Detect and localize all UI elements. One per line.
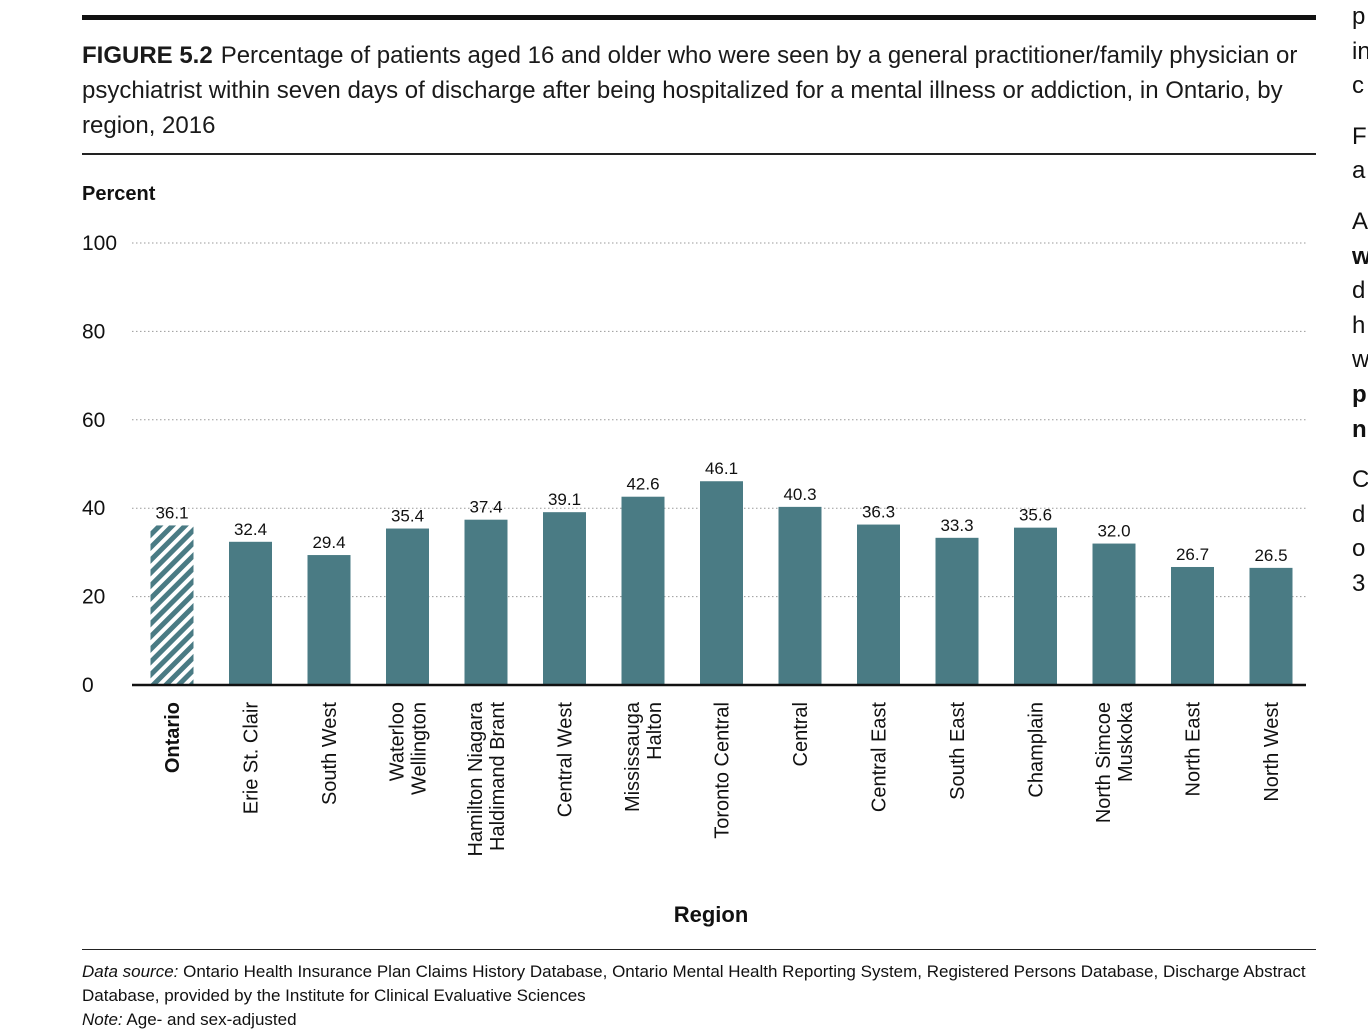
- category-label: Toronto Central: [712, 702, 734, 839]
- value-label: 39.1: [548, 490, 581, 509]
- value-label: 32.0: [1097, 522, 1130, 541]
- side-text-line: n: [1352, 415, 1367, 443]
- data-source: Data source: Ontario Health Insurance Pl…: [82, 960, 1312, 1008]
- side-text-line: A: [1352, 207, 1368, 235]
- value-label: 29.4: [312, 533, 345, 552]
- value-label: 32.4: [234, 520, 267, 539]
- figure-title-text: Percentage of patients aged 16 and older…: [82, 42, 1298, 139]
- side-text-line: [1352, 447, 1368, 463]
- value-label: 37.4: [469, 498, 502, 517]
- figure-label: FIGURE 5.2: [82, 42, 213, 69]
- top-rule: [82, 15, 1316, 20]
- side-text-line: in: [1352, 37, 1368, 65]
- x-axis-title: Region: [674, 902, 749, 927]
- y-tick-label: 80: [82, 320, 105, 343]
- value-label: 26.7: [1176, 545, 1209, 564]
- value-label: 42.6: [626, 475, 659, 494]
- value-label: 40.3: [783, 485, 816, 504]
- side-text-line: 3: [1352, 569, 1366, 597]
- category-label: North Simcoe: [1093, 702, 1115, 823]
- side-text-line: w: [1352, 346, 1368, 374]
- value-label: 35.4: [391, 507, 424, 526]
- bar: [1171, 566, 1214, 685]
- value-label: 36.3: [862, 503, 895, 522]
- y-tick-label: 0: [82, 674, 94, 697]
- bar: [621, 496, 665, 685]
- bar: [1092, 543, 1136, 685]
- bar: [935, 537, 979, 685]
- bar: [700, 481, 743, 685]
- value-label: 35.6: [1019, 506, 1052, 525]
- bars: [150, 481, 1293, 685]
- category-label: Waterloo: [387, 702, 409, 781]
- category-label: Ontario: [162, 702, 184, 773]
- side-text-line: w: [1352, 242, 1368, 270]
- bar: [464, 519, 508, 685]
- side-text-line: [1352, 189, 1368, 205]
- bar: [307, 555, 351, 685]
- side-text-line: C: [1352, 466, 1368, 494]
- side-text-line: o: [1352, 535, 1366, 563]
- figure-title: FIGURE 5.2 Percentage of patients aged 16…: [82, 38, 1302, 143]
- bar: [386, 528, 429, 685]
- bar: [778, 506, 822, 685]
- category-label: North East: [1183, 702, 1205, 797]
- category-label: Wellington: [409, 702, 431, 795]
- bar: [1249, 567, 1293, 685]
- value-label: 33.3: [940, 516, 973, 535]
- bar: [543, 512, 586, 685]
- bar: [150, 525, 194, 685]
- category-label: South West: [319, 702, 341, 805]
- note-text: Age- and sex-adjusted: [122, 1010, 297, 1029]
- side-text-line: c: [1352, 72, 1364, 100]
- bar: [229, 541, 272, 685]
- note-label: Note:: [82, 1010, 123, 1029]
- category-label: Central: [790, 702, 812, 766]
- category-labels: Ontario Erie St. Clair South West Waterloo W…: [162, 701, 1283, 856]
- bottom-rule: [82, 949, 1316, 950]
- value-label: 26.5: [1254, 546, 1287, 565]
- side-text-line: [1352, 104, 1368, 120]
- category-label: Muskoka: [1115, 701, 1137, 782]
- value-label: 36.1: [155, 503, 188, 522]
- bar: [857, 524, 900, 685]
- y-tick-label: 100: [82, 232, 117, 255]
- side-text-line: p: [1352, 380, 1367, 408]
- category-label: Halton: [644, 702, 666, 760]
- category-label: Central East: [869, 702, 891, 812]
- note: Note: Age- and sex-adjusted: [82, 1008, 1312, 1032]
- side-text-line: d: [1352, 277, 1366, 305]
- side-text-line: p: [1352, 3, 1366, 30]
- category-label: Mississauga: [622, 701, 644, 812]
- value-labels: 36.1 32.4 29.4 35.4 37.4 39.1 42.6 46.1 40.3 36.3…: [155, 459, 1287, 565]
- category-label: South East: [947, 702, 969, 800]
- y-tick-label: 20: [82, 586, 105, 609]
- data-source-label: Data source:: [82, 962, 179, 981]
- footer: Data source: Ontario Health Insurance Pl…: [82, 960, 1312, 1032]
- category-label: Erie St. Clair: [241, 702, 263, 815]
- data-source-text: Ontario Health Insurance Plan Claims His…: [82, 962, 1306, 1005]
- bar: [1014, 527, 1057, 685]
- bar-chart: Percent 0 20 40 60 80 100 36.1 32.4 29.4 35.4 37.…: [82, 183, 1306, 927]
- side-text-line: F: [1352, 122, 1367, 150]
- side-text-line: a: [1352, 157, 1366, 185]
- side-text-line: d: [1352, 500, 1366, 528]
- y-axis-title: Percent: [82, 183, 156, 205]
- category-label: Central West: [555, 702, 577, 818]
- title-rule: [82, 153, 1316, 155]
- category-label: North West: [1261, 702, 1283, 802]
- side-text-line: h: [1352, 311, 1366, 339]
- value-label: 46.1: [705, 459, 738, 478]
- y-tick-label: 60: [82, 409, 105, 432]
- category-label: Hamilton Niagara: [465, 701, 487, 856]
- y-axis-ticks: 0 20 40 60 80 100: [82, 232, 117, 697]
- category-label: Champlain: [1026, 702, 1048, 798]
- category-label: Haldimand Brant: [487, 702, 509, 851]
- y-tick-label: 40: [82, 497, 105, 520]
